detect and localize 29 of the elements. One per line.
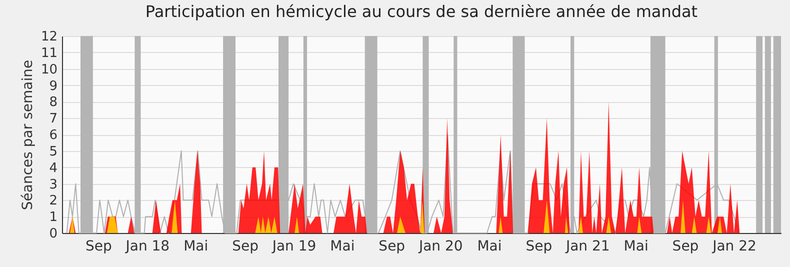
- y-tick-label: 0: [49, 226, 58, 242]
- y-tick-label: 9: [49, 78, 58, 94]
- x-tick-label: Jan 21: [564, 238, 610, 254]
- x-tick-label: Sep: [672, 238, 699, 254]
- x-tick-label: Jan 20: [418, 238, 463, 254]
- y-tick-label: 2: [49, 194, 58, 209]
- y-tick-label: 12: [40, 30, 58, 44]
- chart-title: Participation en hémicycle au cours de sa dernière année de mandat: [145, 2, 698, 21]
- x-tick-label: Mai: [477, 238, 502, 254]
- x-tick-label: Sep: [378, 238, 406, 254]
- y-tick-label: 10: [40, 62, 58, 78]
- y-tick-label: 11: [40, 46, 58, 61]
- y-tick-label: 5: [49, 144, 58, 160]
- x-tick-label: Jan 19: [271, 238, 316, 254]
- y-tick-label: 8: [49, 95, 58, 110]
- y-tick-label: 1: [49, 210, 58, 226]
- x-tick-label: Mai: [330, 238, 355, 254]
- y-tick-label: 4: [49, 160, 58, 176]
- x-tick-label: Mai: [184, 238, 208, 254]
- x-tick-label: Sep: [526, 238, 552, 254]
- x-tick-label: Mai: [624, 238, 648, 254]
- x-tick-label: Jan 22: [712, 238, 756, 254]
- y-axis-title: Séances par semaine: [20, 60, 36, 210]
- x-tick-label: Sep: [232, 238, 259, 254]
- y-tick-label: 7: [49, 112, 58, 127]
- x-tick-label: Jan 18: [124, 238, 170, 254]
- x-tick-label: Sep: [85, 238, 112, 254]
- y-tick-label: 3: [49, 177, 58, 192]
- y-tick-label: 6: [49, 128, 58, 143]
